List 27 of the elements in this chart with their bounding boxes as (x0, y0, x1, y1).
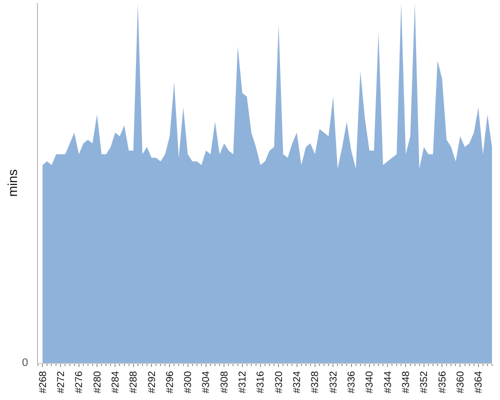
y-axis-title: mins (4, 168, 20, 197)
x-tick-label: #272 (56, 370, 67, 394)
x-tick-label: #312 (238, 370, 249, 394)
x-tick-label: #300 (183, 370, 194, 394)
x-tick-label: #360 (455, 370, 466, 394)
x-tick-label: #276 (74, 370, 86, 394)
x-tick-label: #340 (364, 370, 376, 394)
x-tick-label: #316 (256, 370, 267, 394)
x-tick-label: #284 (110, 370, 122, 394)
x-tick-label: #344 (382, 370, 394, 394)
x-tick-label: #280 (92, 370, 104, 394)
text: 0 (22, 357, 28, 369)
x-tick-label: #304 (201, 370, 212, 394)
x-tick-label: #296 (164, 370, 176, 394)
x-tick-label: #308 (219, 370, 230, 394)
x-tick-label: #364 (474, 370, 485, 394)
x-tick-label: #320 (274, 370, 285, 394)
x-tick-label: #324 (292, 370, 304, 394)
x-tick-label: #336 (346, 370, 358, 394)
x-tick-label: #328 (310, 370, 322, 394)
x-tick-label: #352 (419, 370, 430, 394)
x-tick-label: #268 (38, 370, 49, 394)
x-tick-label: #292 (146, 370, 158, 394)
x-tick-label: #348 (400, 370, 412, 394)
x-tick-label: #356 (437, 370, 448, 394)
x-tick-label: #288 (128, 370, 140, 394)
x-tick-label: #332 (328, 370, 340, 394)
